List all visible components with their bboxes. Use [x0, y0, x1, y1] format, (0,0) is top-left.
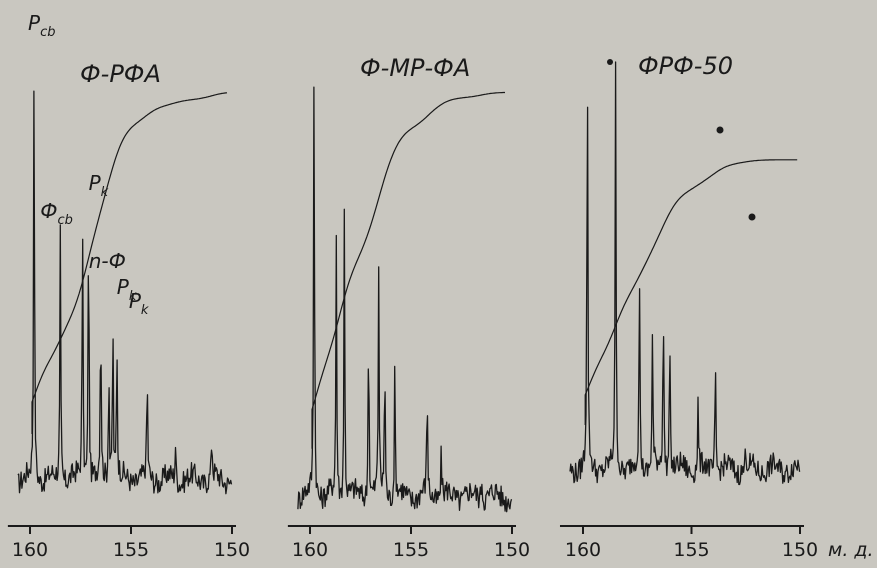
x-tick-label: 160 [292, 539, 328, 561]
peak-annotation-text: n-Ф [89, 249, 126, 273]
peak-annotation: Pk [89, 171, 109, 200]
dot-mark [716, 126, 724, 134]
peak-point [481, 476, 482, 477]
peak-annotation-text: Ф [40, 199, 57, 223]
peak-point [639, 279, 640, 280]
peak-point [88, 200, 89, 201]
peak-annotation-text: P [28, 11, 41, 35]
peak-point [112, 317, 113, 318]
peak-point [384, 354, 385, 355]
dot-mark [748, 213, 756, 221]
x-tick-label: 150 [494, 539, 530, 561]
peak-point [314, 45, 315, 46]
peak-annotation-subscript: k [129, 289, 137, 304]
peak-point [100, 308, 101, 309]
x-tick-label: 150 [214, 539, 250, 561]
peak-point [211, 443, 212, 444]
peak-point [427, 392, 428, 393]
panel-f-mr-fa: Ф-МР-ФА 160 155 150 [287, 45, 530, 561]
peak-annotation-subscript: k [141, 303, 149, 318]
peak-annotation: Pk [117, 275, 137, 304]
x-tick-label: 160 [12, 539, 48, 561]
peak-point [108, 362, 109, 363]
peak-annotation: Фcb [40, 199, 73, 228]
peak-point [116, 344, 117, 345]
peak-annotation: Pcb [28, 11, 55, 40]
peak-point [669, 336, 670, 337]
x-tick-label: 160 [565, 539, 601, 561]
panel-title: Ф-МР-ФА [360, 54, 470, 82]
peak-annotation: Pk [129, 289, 149, 318]
spectrum-trace [297, 86, 513, 513]
peak-annotation-subscript: cb [58, 213, 73, 228]
dot-mark [607, 59, 613, 65]
peak-point [82, 218, 83, 219]
panel-frf-50: ФРФ-50 м. д. 160 155 150 [559, 52, 874, 561]
peak-point [147, 380, 148, 381]
peak-annotation-text: P [129, 289, 142, 313]
peak-point [34, 51, 35, 52]
integral-curve [311, 91, 505, 449]
peak-point [663, 310, 664, 311]
x-tick-label: 155 [113, 539, 149, 561]
peak-annotation-subscript: cb [40, 25, 55, 40]
panel-title: Ф-РФА [80, 60, 161, 88]
x-tick-label: 155 [673, 539, 709, 561]
peak-point [368, 312, 369, 313]
peak-annotation-text: P [89, 171, 102, 195]
panel-title: ФРФ-50 [638, 52, 733, 80]
integral-curve [31, 92, 228, 434]
integral-curve [584, 159, 798, 425]
x-tick-label: 150 [782, 539, 818, 561]
peak-annotation: n-Ф [89, 249, 126, 273]
spectrum-trace [17, 90, 233, 495]
decorative-dots [607, 59, 756, 221]
peak-point [587, 58, 588, 59]
spectrum-trace [569, 61, 801, 486]
x-tick-label: 155 [393, 539, 429, 561]
peak-annotation-text: P [117, 275, 130, 299]
x-axis-unit-label: м. д. [828, 539, 874, 561]
peak-annotation-subscript: k [101, 185, 109, 200]
